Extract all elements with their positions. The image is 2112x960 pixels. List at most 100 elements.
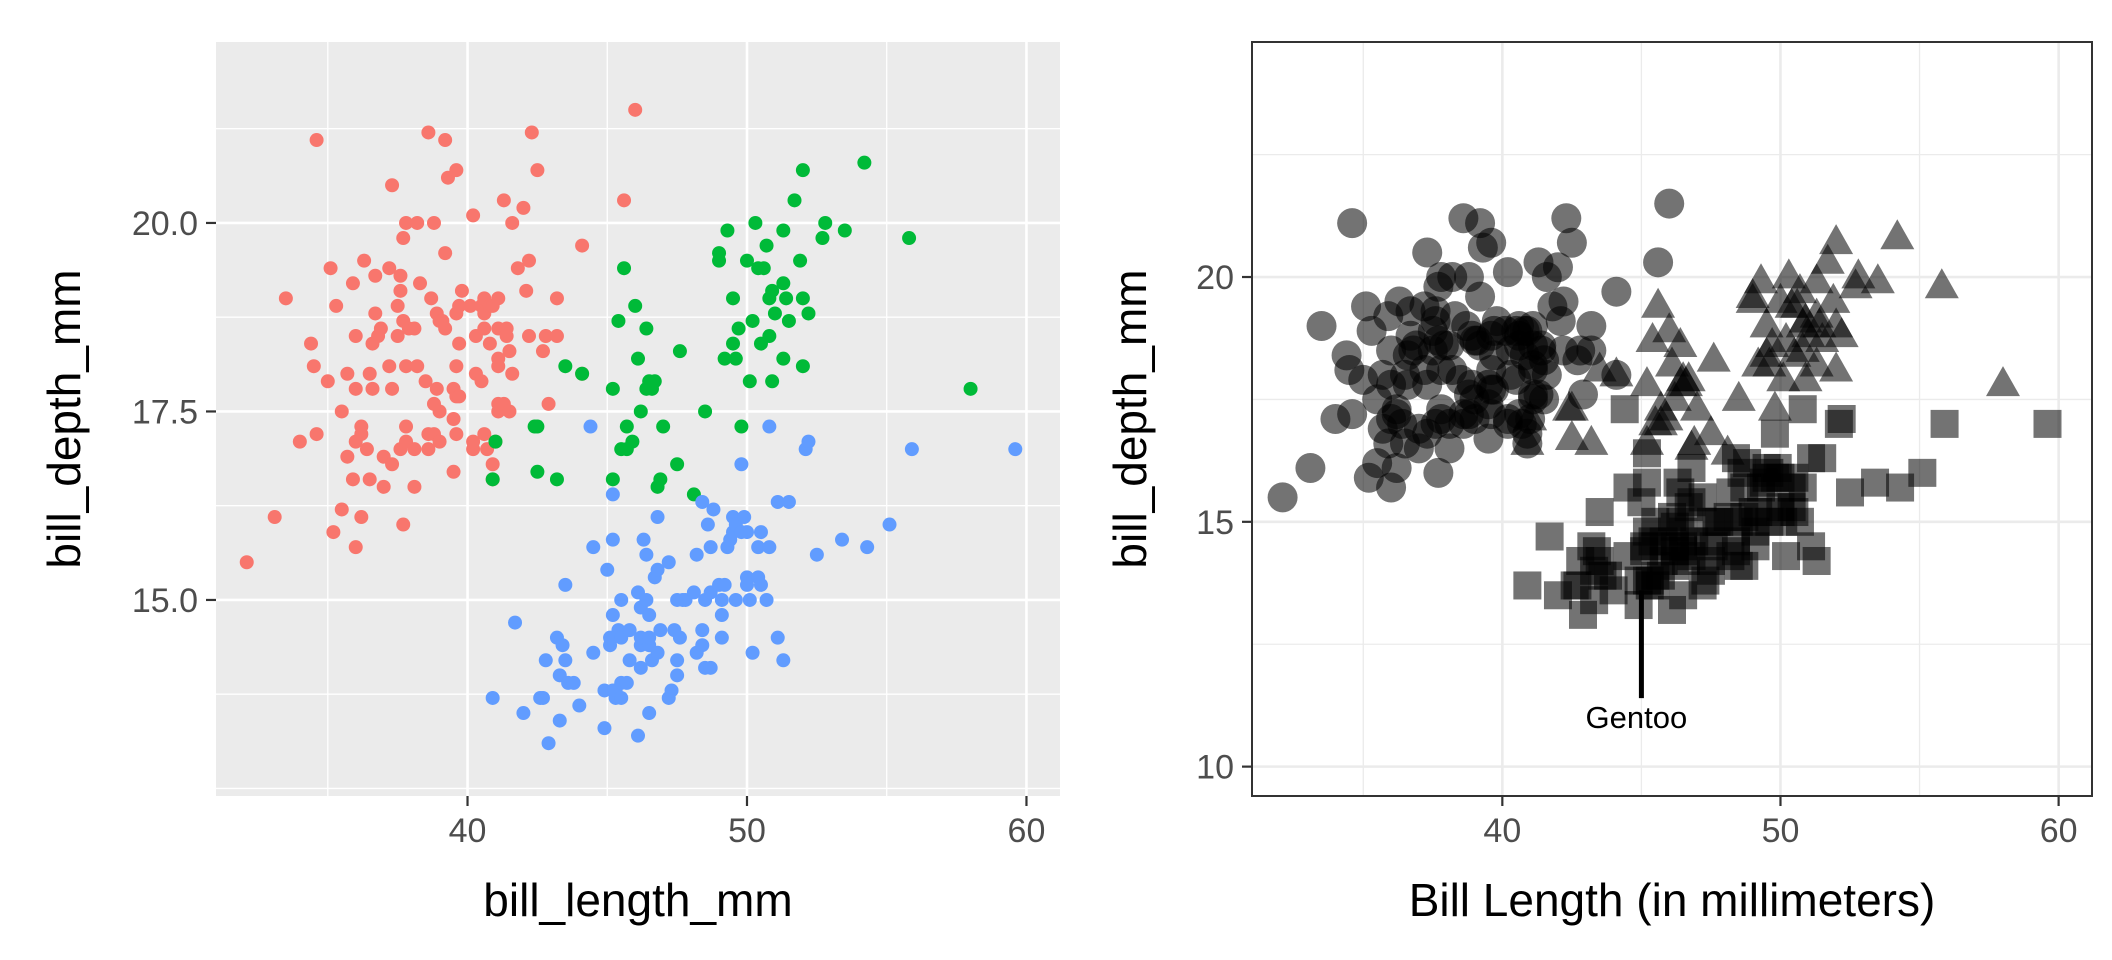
left-point <box>631 728 645 743</box>
right-x-axis-title: Bill Length (in millimeters) <box>1409 874 1936 926</box>
left-point <box>345 472 360 487</box>
right-point-triangle <box>1810 243 1845 274</box>
left-point <box>776 653 791 668</box>
left-point <box>801 434 816 449</box>
right-point-triangle <box>1641 287 1676 318</box>
left-point <box>429 381 444 396</box>
left-point <box>818 215 833 230</box>
left-point <box>605 487 620 502</box>
right-point-triangle <box>1649 400 1684 431</box>
left-point <box>362 472 377 487</box>
left-point <box>354 419 369 434</box>
left-point <box>438 246 453 261</box>
left-point <box>354 510 369 525</box>
left-point <box>326 525 341 540</box>
left-point <box>614 592 629 607</box>
left-point <box>781 494 796 509</box>
left-point <box>739 570 754 585</box>
left-y-axis-title: bill_depth_mm <box>38 269 90 568</box>
left-point <box>734 457 749 472</box>
left-point <box>519 283 534 298</box>
right-point-triangle <box>1554 390 1589 421</box>
left-point <box>306 359 321 374</box>
left-point <box>368 268 383 283</box>
left-point <box>793 253 808 268</box>
left-point <box>617 261 632 276</box>
left-point <box>631 351 645 366</box>
right-point-circle <box>1295 452 1326 483</box>
right-point-square <box>1632 468 1661 497</box>
right-point-circle <box>1529 384 1560 415</box>
left-point <box>399 359 414 374</box>
left-point <box>745 645 760 660</box>
left-point <box>334 502 349 517</box>
left-point <box>776 223 791 238</box>
left-point <box>267 510 282 525</box>
left-point <box>689 547 704 562</box>
left-y-tick-label: 20.0 <box>132 205 198 243</box>
left-point <box>611 313 626 328</box>
right-point-square <box>1688 483 1717 512</box>
left-point <box>452 336 467 351</box>
right-point-circle <box>1337 208 1368 239</box>
right-y-axis-title: bill_depth_mm <box>1104 269 1156 568</box>
left-point <box>491 351 506 366</box>
left-point <box>410 359 425 374</box>
left-point <box>535 344 550 359</box>
left-point <box>477 427 492 442</box>
left-point <box>686 585 701 600</box>
left-point <box>622 653 637 668</box>
left-point <box>614 690 629 705</box>
right-point-square <box>1772 542 1801 571</box>
left-x-axis-title: bill_length_mm <box>483 874 792 926</box>
left-point <box>639 321 654 336</box>
left-point <box>664 683 679 698</box>
left-point <box>776 351 791 366</box>
right-point-circle <box>1412 237 1443 268</box>
right-point-circle <box>1306 310 1337 341</box>
left-point <box>963 381 978 396</box>
left-point <box>639 592 654 607</box>
left-point <box>446 464 461 479</box>
right-point-triangle <box>1816 282 1851 313</box>
right-point-square <box>1802 546 1831 575</box>
right-point-triangle <box>1860 263 1895 294</box>
left-point <box>558 359 573 374</box>
left-point <box>633 660 648 675</box>
right-point-triangle <box>1880 219 1915 250</box>
left-point <box>530 464 545 479</box>
left-point <box>809 547 824 562</box>
left-point <box>737 510 752 525</box>
left-point <box>474 374 489 389</box>
right-ticks: 40 50 60 10 15 20 <box>1196 259 2077 850</box>
left-point <box>424 291 439 306</box>
left-point <box>882 517 897 532</box>
left-point <box>753 577 768 592</box>
left-point <box>751 540 766 555</box>
left-point <box>477 321 492 336</box>
left-point <box>348 329 363 344</box>
right-point-circle <box>1434 433 1465 464</box>
left-point <box>642 608 657 623</box>
right-point-circle <box>1423 457 1454 488</box>
right-scatter-panel: Gentoo 40 50 60 10 15 20 Bill Length (in mill… <box>1104 41 2093 926</box>
right-point-circle <box>1476 227 1507 258</box>
left-point <box>558 653 573 668</box>
right-point-square <box>1585 498 1614 527</box>
left-point <box>309 427 324 442</box>
left-x-tick-label: 60 <box>1008 812 1046 850</box>
left-point <box>505 215 520 230</box>
right-point-triangle <box>1752 346 1787 377</box>
right-point-square <box>1908 458 1937 487</box>
left-point <box>482 336 497 351</box>
left-point <box>703 540 718 555</box>
left-point <box>407 442 422 457</box>
left-point <box>583 419 598 434</box>
left-point <box>756 261 771 276</box>
left-point <box>795 163 810 178</box>
left-point <box>714 630 729 645</box>
left-point <box>449 427 464 442</box>
left-point <box>541 396 556 411</box>
left-point <box>672 630 687 645</box>
left-point <box>605 532 620 547</box>
